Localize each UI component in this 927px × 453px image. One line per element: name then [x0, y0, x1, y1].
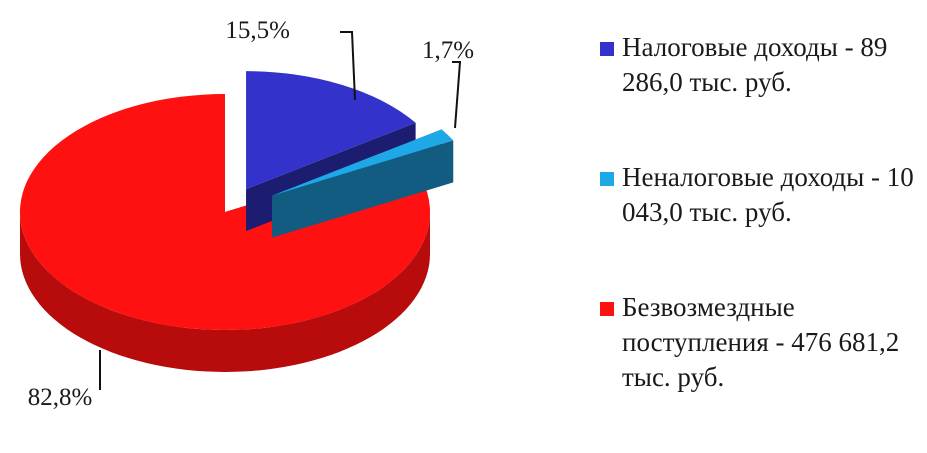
legend-item-tax-revenue: Налоговые доходы - 89 286,0 тыс. руб. — [600, 30, 920, 100]
legend-item-non-tax-revenue: Неналоговые доходы - 10 043,0 тыс. руб. — [600, 160, 920, 230]
legend-label-gratuitous-receipts: Безвозмездные поступления - 476 681,2 ты… — [622, 292, 900, 392]
percent-label-gratuitous-receipts: 82,8% — [28, 384, 93, 411]
leader-line-non-tax-revenue — [452, 61, 462, 129]
percent-label-tax-revenue: 15,5% — [225, 17, 290, 44]
pie-slice-non-tax-revenue — [272, 129, 454, 238]
legend-swatch-non-tax-revenue — [600, 172, 614, 186]
legend-item-gratuitous-receipts: Безвозмездные поступления - 476 681,2 ты… — [600, 290, 920, 395]
pie-slice-top-gratuitous-receipts — [19, 94, 430, 330]
chart-legend: Налоговые доходы - 89 286,0 тыс. руб. Не… — [600, 30, 920, 395]
pie-slice-side-gratuitous-receipts — [20, 212, 430, 372]
pie-chart-svg: 15,5% 1,7% 82,8% — [19, 17, 474, 411]
percent-label-non-tax-revenue: 1,7% — [422, 37, 474, 64]
pie-slice-top-tax-revenue — [246, 71, 416, 190]
leader-line-tax-revenue — [340, 31, 356, 101]
legend-swatch-gratuitous-receipts — [600, 302, 614, 316]
pie-slice-top-non-tax-revenue — [272, 129, 454, 196]
legend-label-tax-revenue: Налоговые доходы - 89 286,0 тыс. руб. — [622, 32, 888, 97]
legend-swatch-tax-revenue — [600, 42, 614, 56]
legend-label-non-tax-revenue: Неналоговые доходы - 10 043,0 тыс. руб. — [622, 162, 914, 227]
